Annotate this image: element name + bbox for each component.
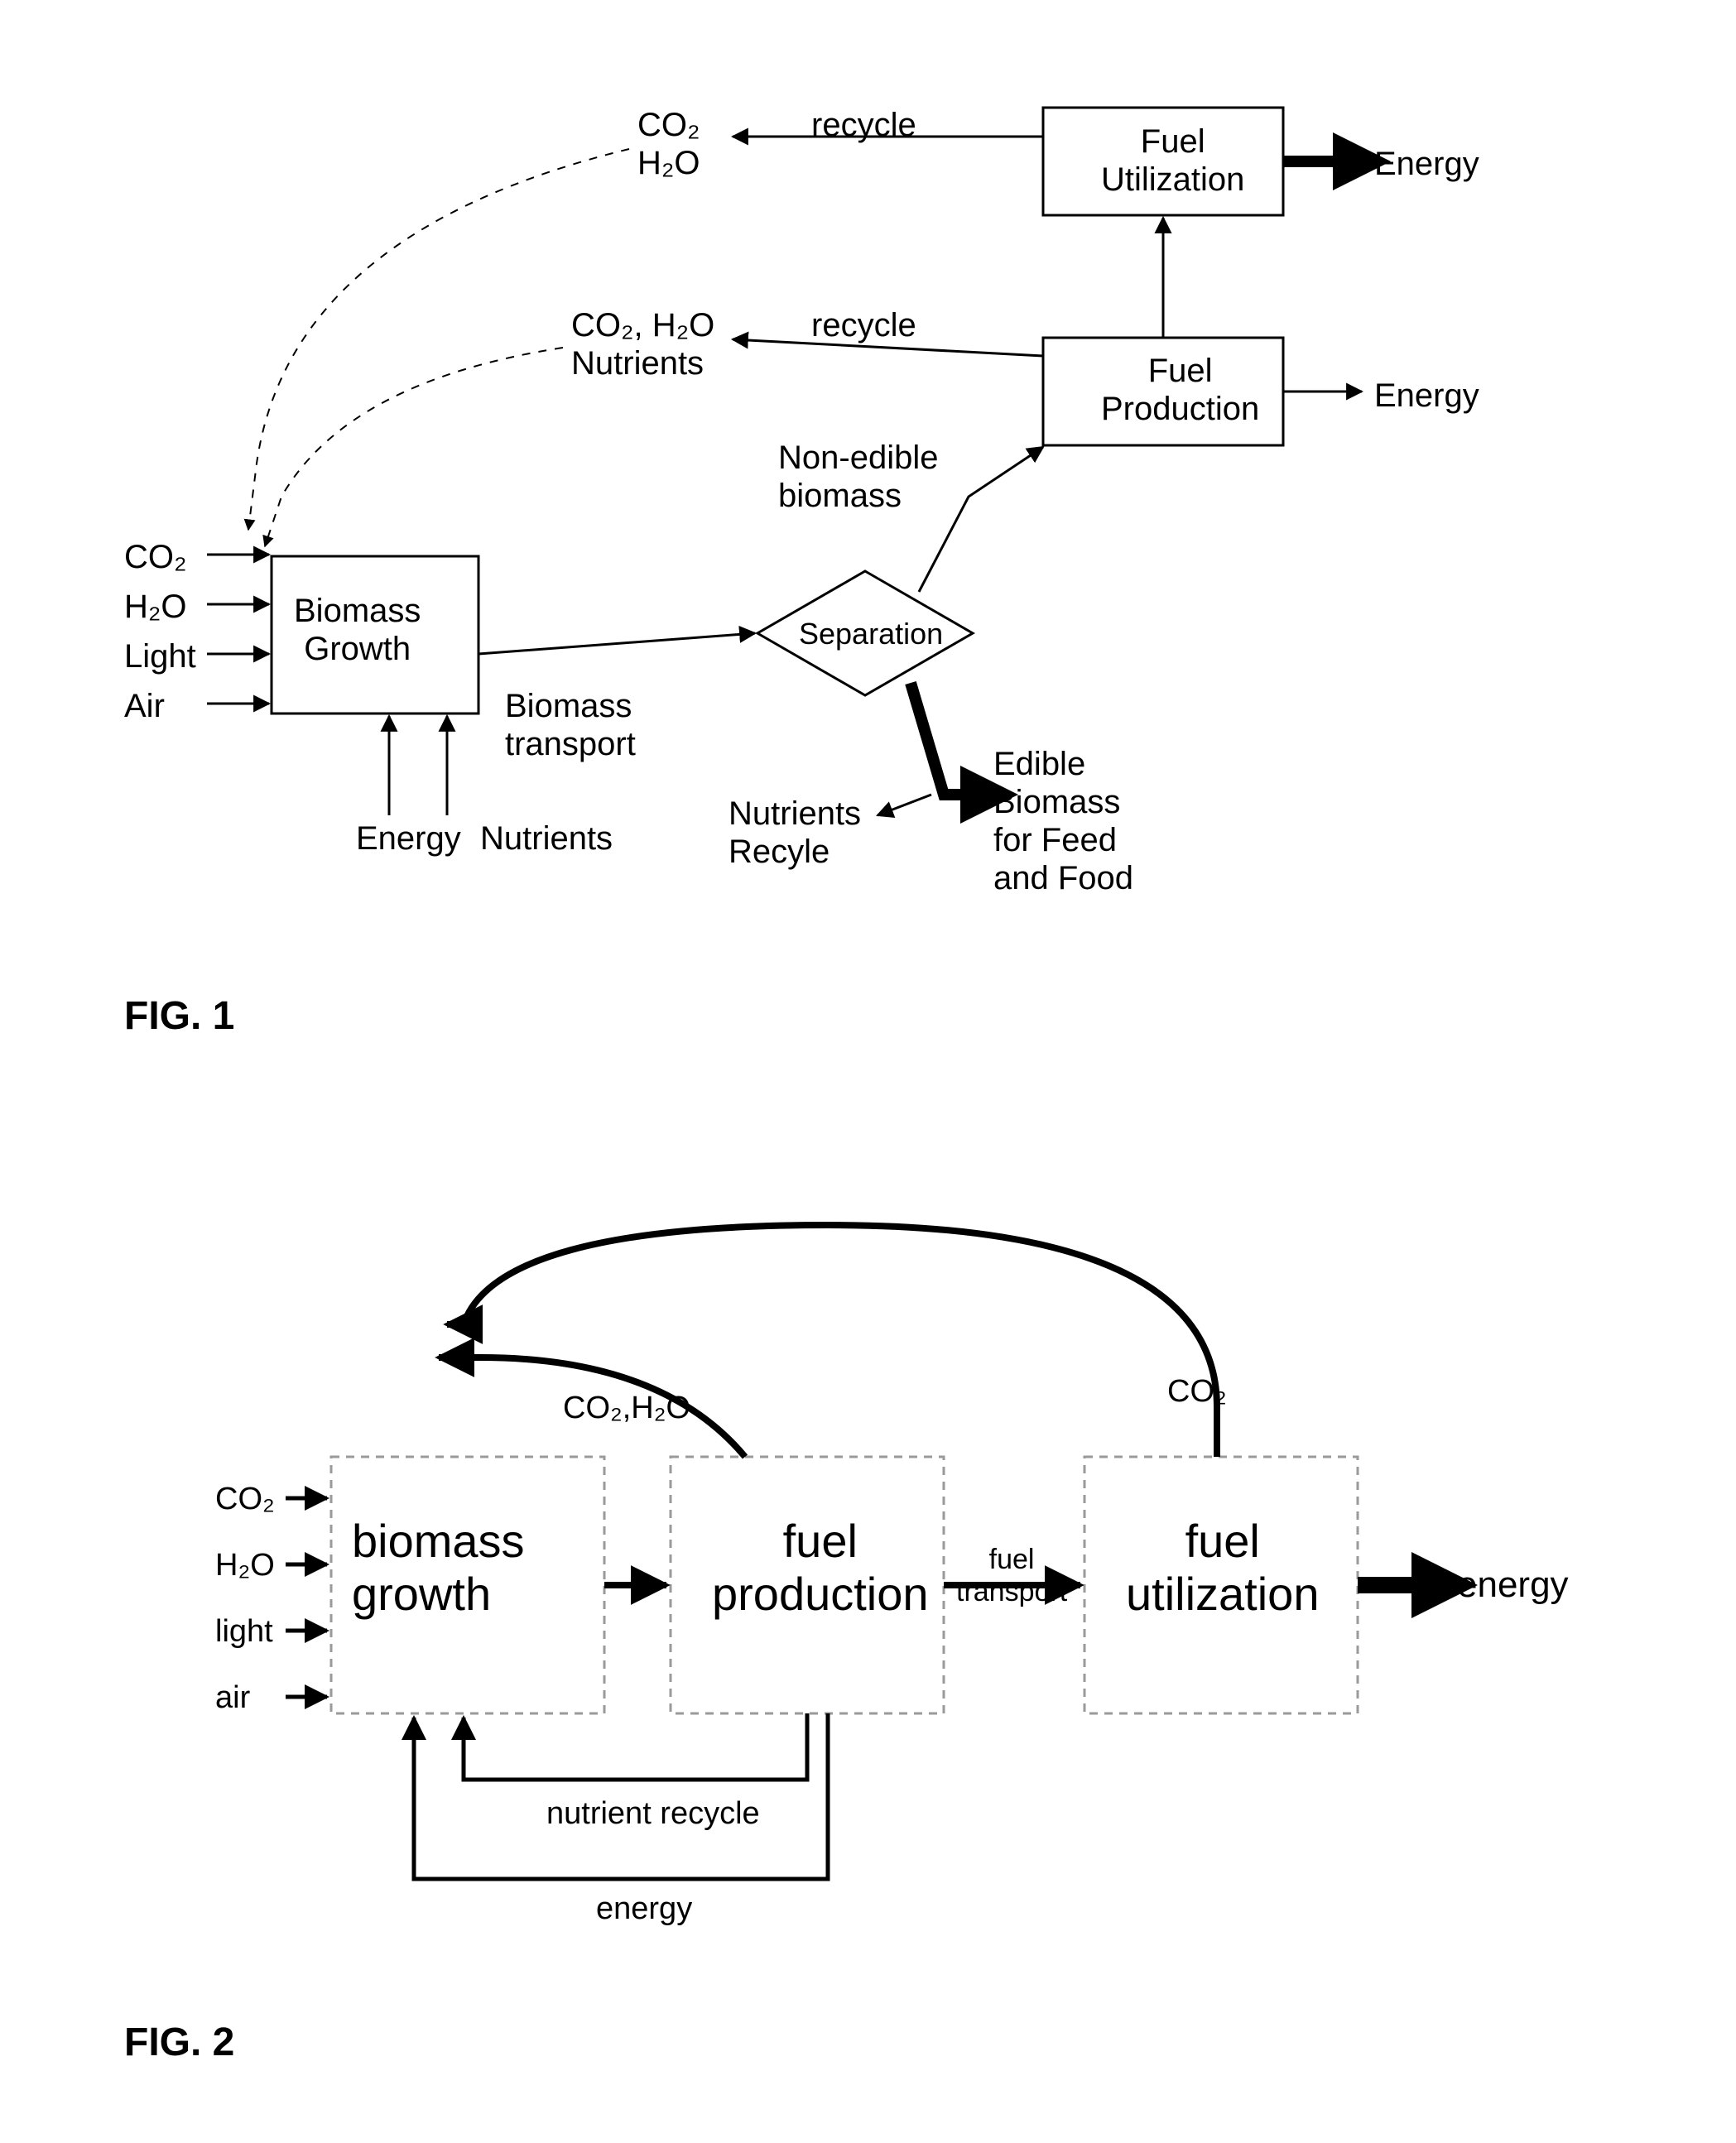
fig2-text-fuel-utilization: fuel utilization	[1126, 1515, 1319, 1622]
fig2-lbl-energy-loop: energy	[596, 1891, 692, 1928]
fig2-lbl-in-light: light	[215, 1614, 273, 1650]
fig2-lbl-in-h2o: H₂O	[215, 1548, 275, 1584]
fig2-svg	[0, 0, 1736, 2143]
page: Biomass Growth Separation Fuel Productio…	[0, 0, 1736, 2143]
fig2-caption: FIG. 2	[124, 2020, 234, 2065]
fig2-lbl-in-air: air	[215, 1680, 250, 1717]
fig2-lbl-in-co2: CO₂	[215, 1482, 275, 1518]
fig2-lbl-energy-out: energy	[1457, 1564, 1569, 1607]
fig2-text-fuel-production: fuel production	[712, 1515, 929, 1622]
fig2-lbl-nut-recycle: nutrient recycle	[546, 1796, 760, 1833]
fig2-loop-nutrient	[464, 1713, 807, 1780]
fig2-lbl-fuel-trans: fuel transport	[956, 1544, 1067, 1608]
fig2-lbl-co2h2o-loop: CO₂,H₂O	[563, 1391, 690, 1427]
fig2-text-biomass-growth: biomass growth	[352, 1515, 525, 1622]
fig2-lbl-co2-loop: CO₂	[1167, 1374, 1227, 1410]
